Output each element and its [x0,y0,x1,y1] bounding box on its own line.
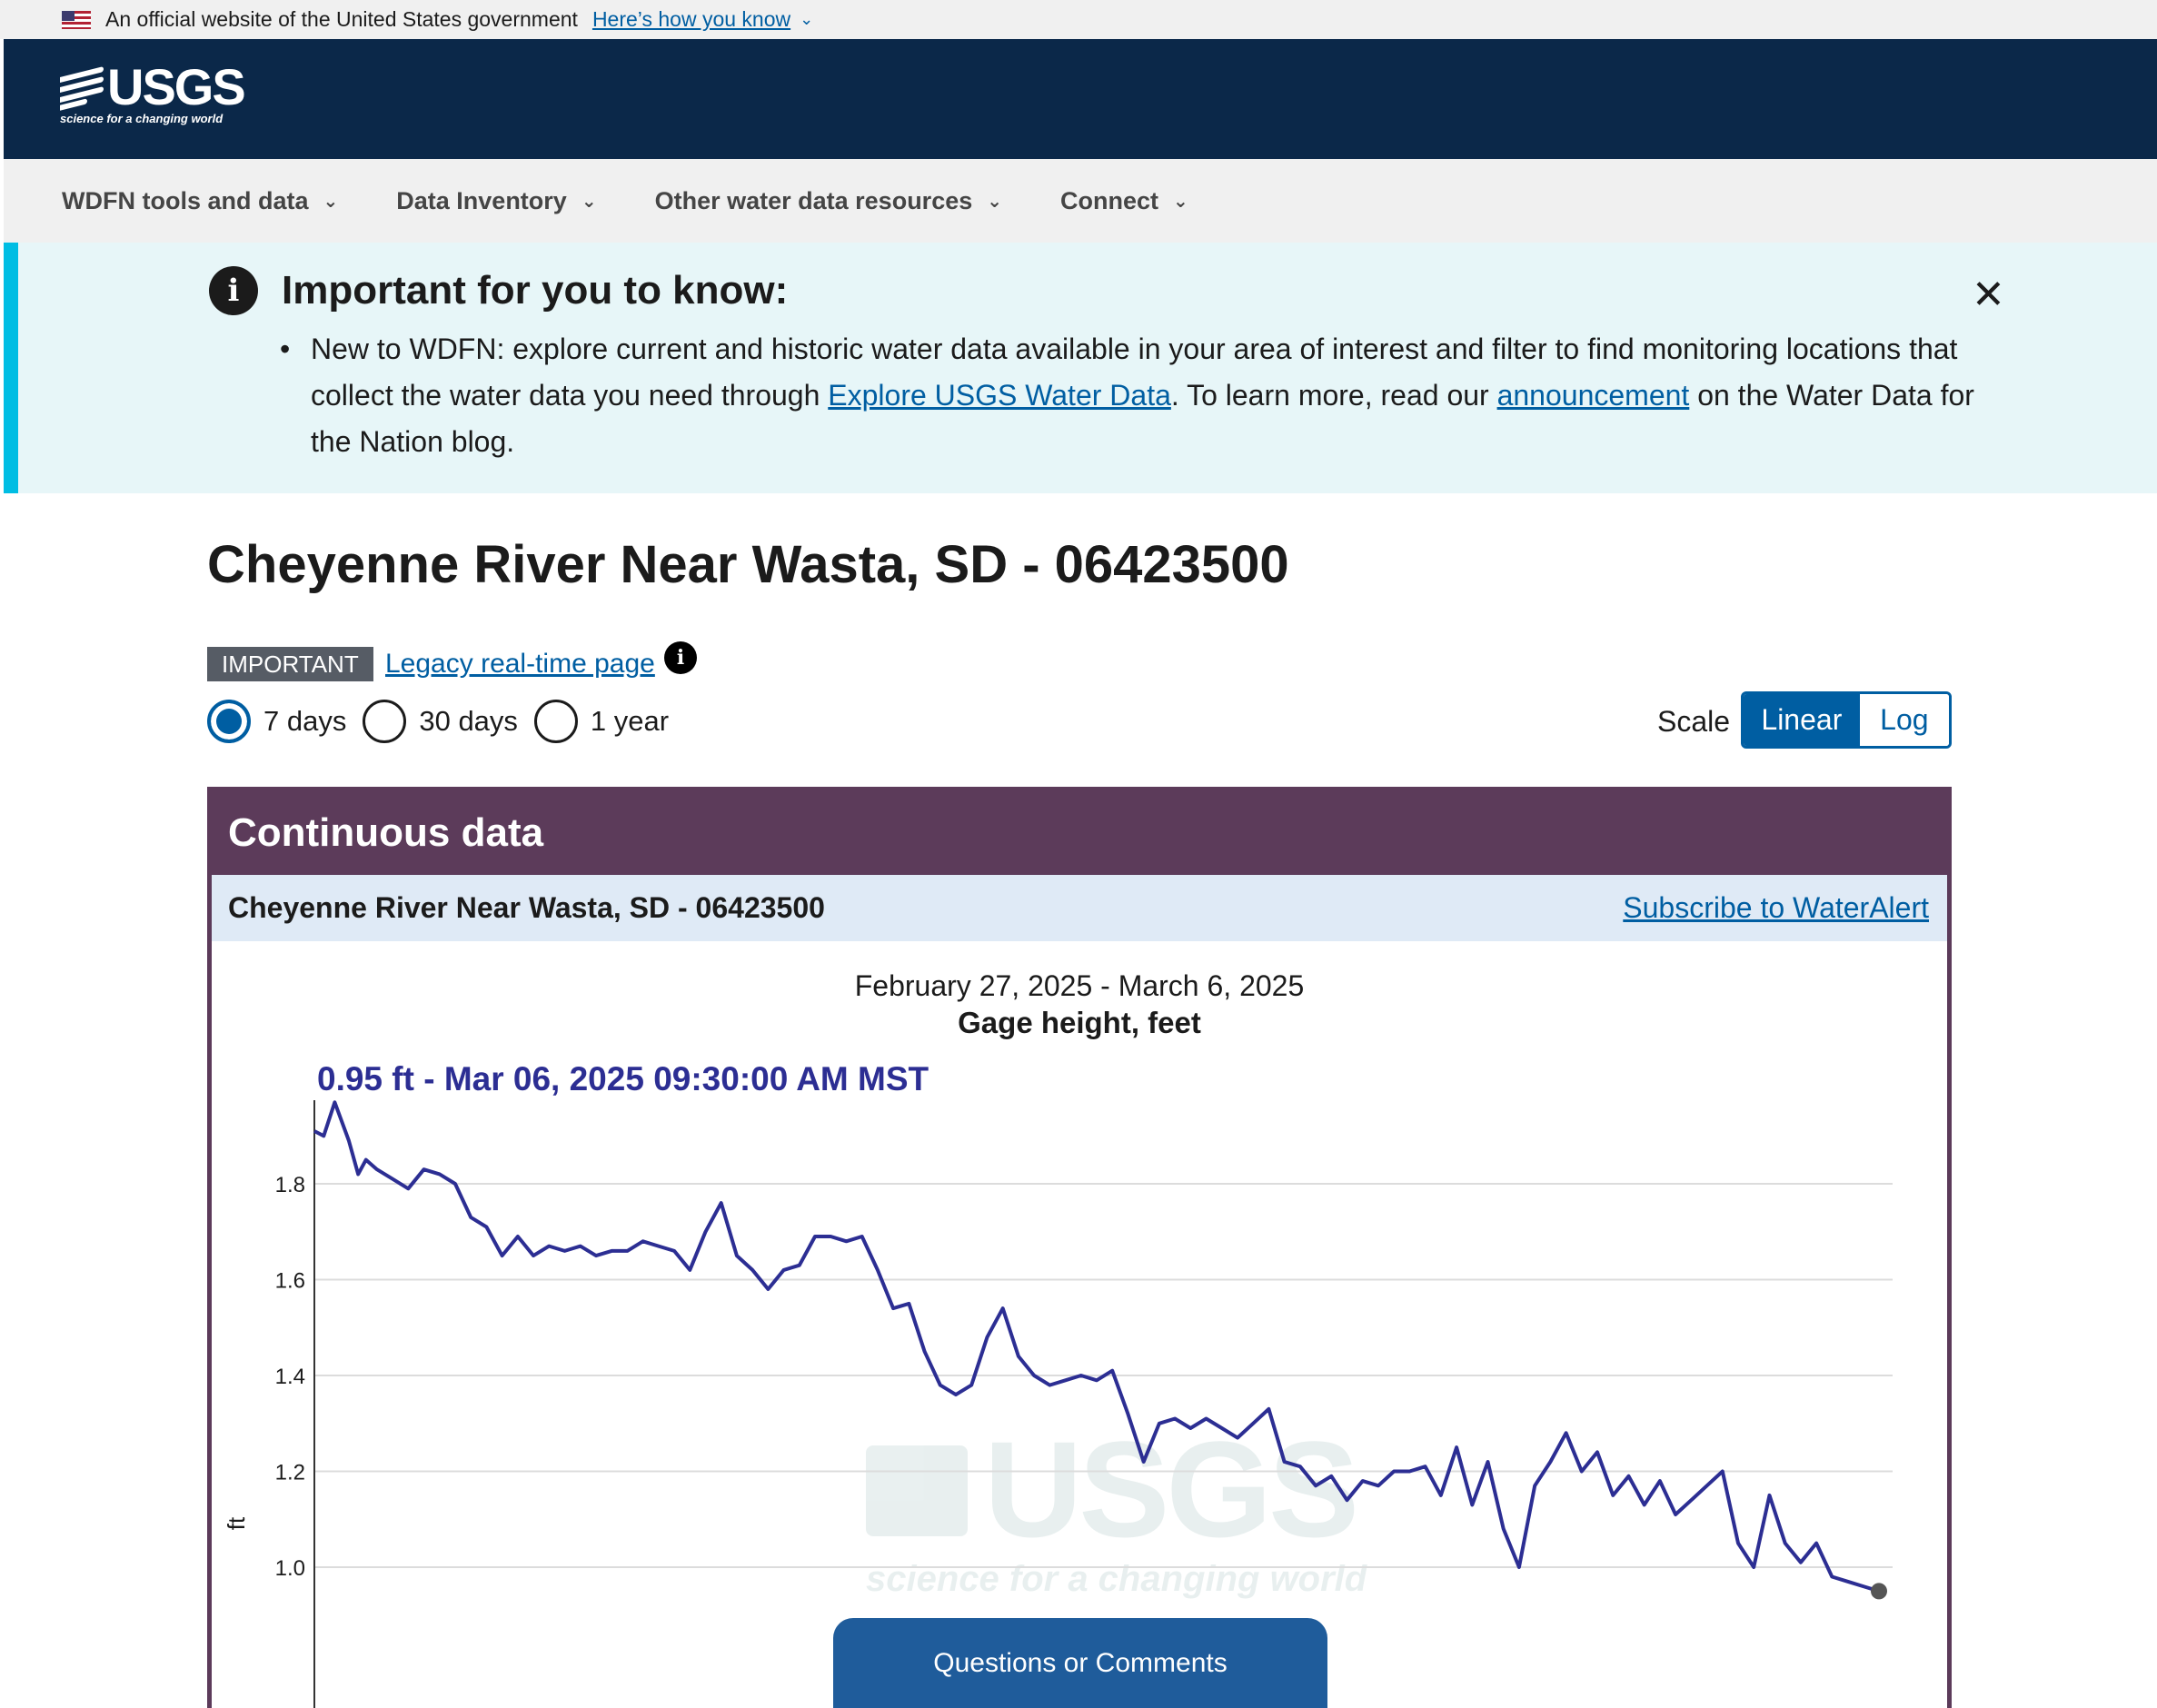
main-nav: WDFN tools and data ⌄ Data Inventory ⌄ Oth… [4,159,2157,243]
subscribe-wateralert-link[interactable]: Subscribe to WaterAlert [1623,891,1929,924]
y-tick-label: 1.0 [275,1556,305,1581]
close-icon[interactable]: ✕ [1972,273,2005,317]
chevron-down-icon: ⌄ [581,191,597,212]
info-icon[interactable]: i [664,641,697,674]
alert-heading: Important for you to know: [282,268,789,313]
nav-item-data-inventory[interactable]: Data Inventory ⌄ [396,187,596,215]
series-line [313,1100,1880,1594]
chart-title: Gage height, feet [958,1006,1201,1039]
gov-banner: An official website of the United States… [0,0,2157,39]
chart-grid [314,1183,1893,1568]
us-flag-icon [62,10,91,29]
watermark-wordmark: USGS [984,1413,1356,1565]
chevron-down-icon[interactable]: ⌄ [800,10,814,28]
radio-1-year[interactable]: 1 year [533,700,670,743]
radio-7-days[interactable]: 7 days [207,700,346,743]
y-axis-ticks: 1.0 1.2 1.4 1.6 1.8 [275,1173,305,1581]
questions-or-comments-button[interactable]: Questions or Comments [833,1618,1327,1708]
scale-toggle: Linear Log [1741,691,1952,749]
usgs-logo[interactable]: USGS science for a changing world [60,58,246,125]
nav-label: WDFN tools and data [62,186,309,214]
radio-label: 1 year [590,705,670,737]
important-tag: IMPORTANT [207,647,373,681]
watermark-tagline: science for a changing world [866,1559,1368,1599]
panel-site-name: Cheyenne River Near Wasta, SD - 06423500 [228,891,825,924]
bullet: • [280,333,291,365]
nav-label: Data Inventory [396,186,567,214]
radio-button[interactable] [363,700,407,743]
nav-label: Other water data resources [654,186,973,214]
alert-text: New to WDFN: explore current and histori… [311,333,1958,412]
latest-value-label: 0.95 ft - Mar 06, 2025 09:30:00 AM MST [317,1060,929,1097]
continuous-data-panel: Continuous data Cheyenne River Near Wast… [207,787,1952,1708]
radio-30-days[interactable]: 30 days [363,700,518,743]
gage-height-chart[interactable]: USGS science for a changing world 1.0 1.2… [212,1100,1947,1708]
nav-item-other-resources[interactable]: Other water data resources ⌄ [655,187,1002,215]
alert-text: . To learn more, read our [1170,379,1497,412]
scale-log-button[interactable]: Log [1859,694,1949,746]
y-tick-label: 1.2 [275,1461,305,1485]
usgs-waves-icon [60,66,104,111]
alert-body: • New to WDFN: explore current and histor… [280,326,1992,465]
legacy-realtime-link[interactable]: Legacy real-time page [385,649,655,679]
y-tick-label: 1.6 [275,1269,305,1294]
logo-tagline: science for a changing world [60,112,224,125]
chart-series [313,1100,1887,1600]
usgs-watermark: USGS science for a changing world [866,1413,1368,1599]
latest-point[interactable] [1871,1583,1887,1600]
panel-heading: Continuous data [212,791,1947,875]
page-title: Cheyenne River Near Wasta, SD - 06423500 [207,535,1289,594]
scale-label: Scale [1657,705,1731,738]
radio-label: 30 days [419,705,518,737]
nav-label: Connect [1060,186,1159,214]
explore-water-data-link[interactable]: Explore USGS Water Data [828,379,1171,412]
heres-how-you-know-link[interactable]: Here’s how you know [591,7,791,31]
panel-subheader: Cheyenne River Near Wasta, SD - 06423500… [212,875,1947,941]
radio-label: 7 days [263,705,347,737]
period-radio-group: 7 days 30 days 1 year [207,700,685,743]
y-tick-label: 1.4 [275,1365,305,1389]
alert-text: on the Water Data for the Nation blog. [311,379,1974,458]
radio-button[interactable] [533,700,578,743]
logo-wordmark: USGS [107,58,246,115]
radio-button[interactable] [207,700,251,743]
scale-linear-button[interactable]: Linear [1744,694,1860,746]
nav-item-connect[interactable]: Connect ⌄ [1060,187,1188,215]
chevron-down-icon: ⌄ [987,191,1003,212]
info-icon: i [209,266,258,315]
chevron-down-icon: ⌄ [323,191,339,212]
chart-date-range: February 27, 2025 - March 6, 2025 [854,969,1305,1002]
nav-item-wdfn-tools[interactable]: WDFN tools and data ⌄ [62,187,338,215]
gov-banner-text: An official website of the United States… [105,7,578,31]
y-tick-label: 1.8 [275,1173,305,1197]
announcement-link[interactable]: announcement [1496,379,1690,412]
important-alert: i Important for you to know: ✕ • New to W… [4,243,2157,493]
chevron-down-icon: ⌄ [1173,191,1188,212]
site-header: USGS science for a changing world [4,39,2157,159]
y-axis-label: ft [223,1516,250,1530]
